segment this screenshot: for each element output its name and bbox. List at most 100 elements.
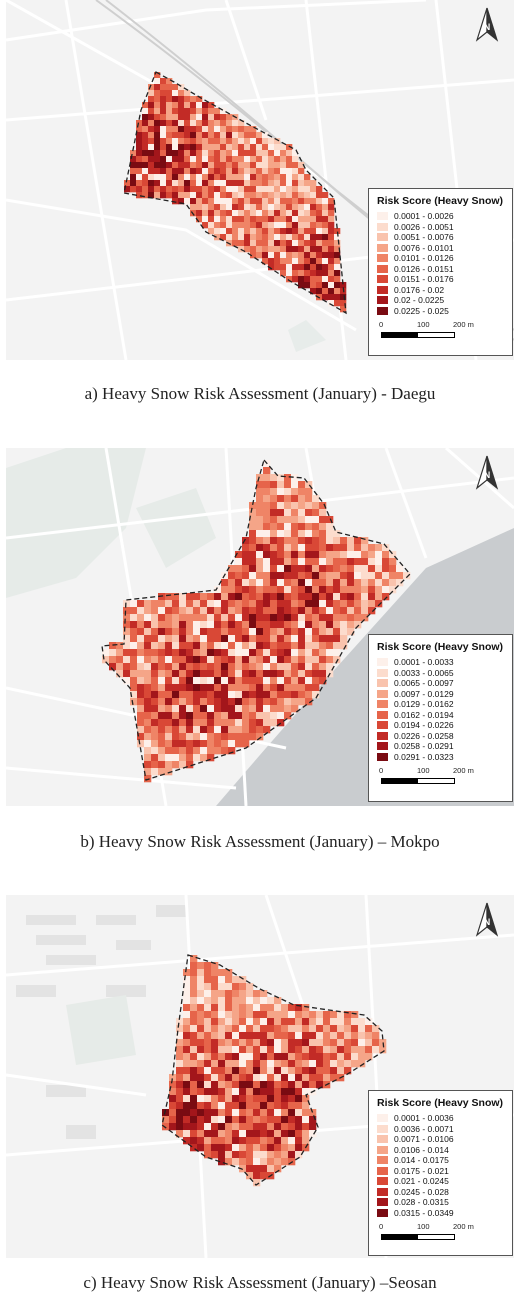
risk-cell — [242, 593, 250, 601]
risk-cell — [277, 670, 285, 678]
risk-cell — [186, 649, 194, 657]
study-area-boundary-mokpo — [101, 458, 411, 781]
risk-cell — [284, 670, 292, 678]
risk-cell — [190, 156, 197, 163]
risk-cell — [184, 114, 191, 121]
risk-cell — [246, 1137, 254, 1145]
legend-daegu: Risk Score (Heavy Snow) 0.0001 - 0.0026 0… — [368, 188, 513, 356]
risk-cell — [190, 150, 197, 157]
risk-cell — [322, 228, 329, 235]
risk-cell — [226, 156, 233, 163]
risk-cell — [322, 210, 329, 217]
risk-cell — [310, 216, 317, 223]
legend-swatch — [377, 742, 388, 750]
risk-cell — [305, 607, 313, 615]
risk-cell — [319, 600, 327, 608]
risk-cell — [292, 168, 299, 175]
risk-cell — [190, 1109, 198, 1117]
risk-cell — [256, 698, 264, 706]
risk-cell — [253, 1130, 261, 1138]
risk-cell — [221, 579, 229, 587]
risk-cell — [250, 180, 257, 187]
risk-cell — [312, 691, 320, 699]
risk-cell — [221, 726, 229, 734]
risk-cell — [137, 712, 145, 720]
risk-cell — [302, 1018, 310, 1026]
risk-cell — [200, 712, 208, 720]
risk-cell — [193, 593, 201, 601]
risk-cell — [358, 1039, 366, 1047]
risk-cell — [260, 997, 268, 1005]
risk-cell — [235, 691, 243, 699]
risk-cell — [253, 1088, 261, 1096]
risk-cell — [340, 537, 348, 545]
risk-cell — [160, 180, 167, 187]
risk-cell — [136, 168, 143, 175]
risk-cell — [262, 174, 269, 181]
risk-cell — [225, 983, 233, 991]
risk-cell — [256, 228, 263, 235]
risk-cell — [310, 240, 317, 247]
risk-cell — [280, 204, 287, 211]
risk-cell — [179, 593, 187, 601]
risk-cell — [130, 628, 138, 636]
risk-cell — [196, 138, 203, 145]
risk-cell — [288, 1109, 296, 1117]
risk-cell — [144, 642, 152, 650]
risk-cell — [295, 1109, 303, 1117]
risk-cell — [179, 733, 187, 741]
risk-cell — [166, 114, 173, 121]
risk-cell — [312, 649, 320, 657]
risk-cell — [190, 955, 198, 963]
risk-cell — [220, 138, 227, 145]
risk-cell — [239, 1144, 247, 1152]
risk-cell — [130, 614, 138, 622]
risk-cell — [190, 976, 198, 984]
risk-cell — [130, 621, 138, 629]
legend-label: 0.0033 - 0.0065 — [394, 667, 454, 678]
risk-cell — [165, 740, 173, 748]
risk-cell — [310, 288, 317, 295]
risk-cell — [284, 607, 292, 615]
risk-grid-daegu — [124, 72, 347, 313]
risk-cell — [239, 1032, 247, 1040]
risk-cell — [319, 677, 327, 685]
risk-cell — [330, 1025, 338, 1033]
risk-cell — [262, 144, 269, 151]
risk-cell — [244, 162, 251, 169]
risk-cell — [292, 162, 299, 169]
risk-cell — [190, 114, 197, 121]
risk-cell — [179, 600, 187, 608]
risk-cell — [151, 635, 159, 643]
risk-cell — [340, 551, 348, 559]
risk-cell — [295, 1004, 303, 1012]
risk-cell — [277, 607, 285, 615]
risk-cell — [165, 642, 173, 650]
risk-cell — [277, 565, 285, 573]
risk-cell — [280, 210, 287, 217]
risk-cell — [172, 691, 180, 699]
risk-cell — [256, 600, 264, 608]
risk-cell — [249, 516, 257, 524]
risk-cell — [207, 663, 215, 671]
risk-cell — [220, 222, 227, 229]
risk-cell — [286, 258, 293, 265]
svg-text:N: N — [484, 470, 491, 480]
risk-cell — [239, 1095, 247, 1103]
risk-cell — [232, 1011, 240, 1019]
risk-cell — [193, 621, 201, 629]
risk-cell — [190, 1144, 198, 1152]
risk-cell — [172, 192, 179, 199]
risk-cell — [136, 132, 143, 139]
risk-cell — [344, 1053, 352, 1061]
risk-cell — [232, 120, 239, 127]
risk-cell — [196, 168, 203, 175]
risk-cell — [232, 1074, 240, 1082]
risk-cell — [270, 663, 278, 671]
risk-cell — [232, 168, 239, 175]
risk-cell — [214, 186, 221, 193]
risk-cell — [166, 168, 173, 175]
risk-cell — [225, 1151, 233, 1159]
risk-cell — [214, 705, 222, 713]
risk-cell — [160, 114, 167, 121]
